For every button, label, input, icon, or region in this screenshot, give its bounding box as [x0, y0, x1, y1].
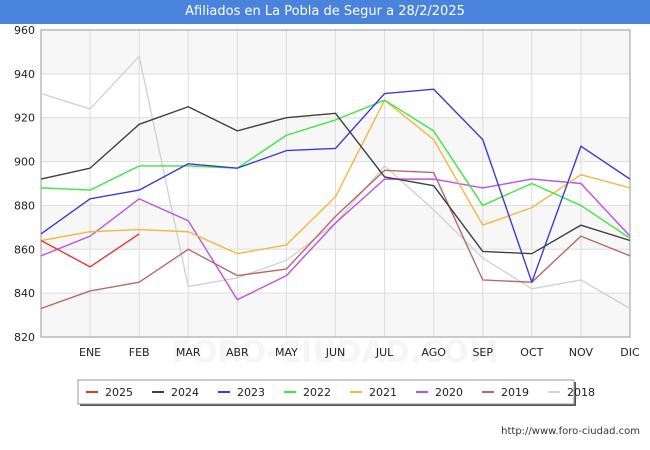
y-tick-label: 900 [14, 156, 35, 169]
x-tick-label: OCT [520, 346, 543, 359]
legend-label: 2025 [105, 386, 133, 399]
series-line-2021 [40, 99, 631, 255]
y-tick-label: 820 [14, 331, 35, 344]
series-line-2023 [40, 88, 631, 283]
x-tick-label: SEP [472, 346, 493, 359]
legend-label: 2024 [171, 386, 199, 399]
watermark: FORO-CIUDAD.COM [172, 335, 499, 370]
legend-label: 2023 [237, 386, 265, 399]
x-tick-label: JUL [375, 346, 394, 359]
x-tick-label: JUN [325, 346, 346, 359]
x-tick-label: MAR [176, 346, 201, 359]
legend-label: 2022 [303, 386, 331, 399]
series-line-2024 [40, 106, 631, 255]
series-line-2025 [40, 233, 140, 268]
y-tick-label: 880 [14, 199, 35, 212]
plot-border [40, 29, 631, 338]
x-tick-label: AGO [421, 346, 446, 359]
x-tick-label: FEB [129, 346, 150, 359]
series-line-2020 [40, 178, 631, 301]
x-tick-label: MAY [275, 346, 298, 359]
y-tick-label: 960 [14, 24, 35, 37]
footer-url[interactable]: http://www.foro-ciudad.com [501, 426, 640, 437]
legend-label: 2020 [435, 386, 463, 399]
y-tick-label: 940 [14, 68, 35, 81]
x-tick-label: NOV [569, 346, 594, 359]
chart-title: Afiliados en La Pobla de Segur a 28/2/20… [0, 0, 650, 24]
series-line-2022 [40, 99, 631, 239]
x-tick-label: ABR [226, 346, 249, 359]
legend-label: 2021 [369, 386, 397, 399]
x-tick-label: DIC [620, 346, 640, 359]
y-tick-label: 840 [14, 287, 35, 300]
y-tick-label: 860 [14, 243, 35, 256]
legend-label: 2019 [501, 386, 529, 399]
x-tick-label: ENE [79, 346, 101, 359]
legend-label: 2018 [567, 386, 595, 399]
y-tick-label: 920 [14, 112, 35, 125]
